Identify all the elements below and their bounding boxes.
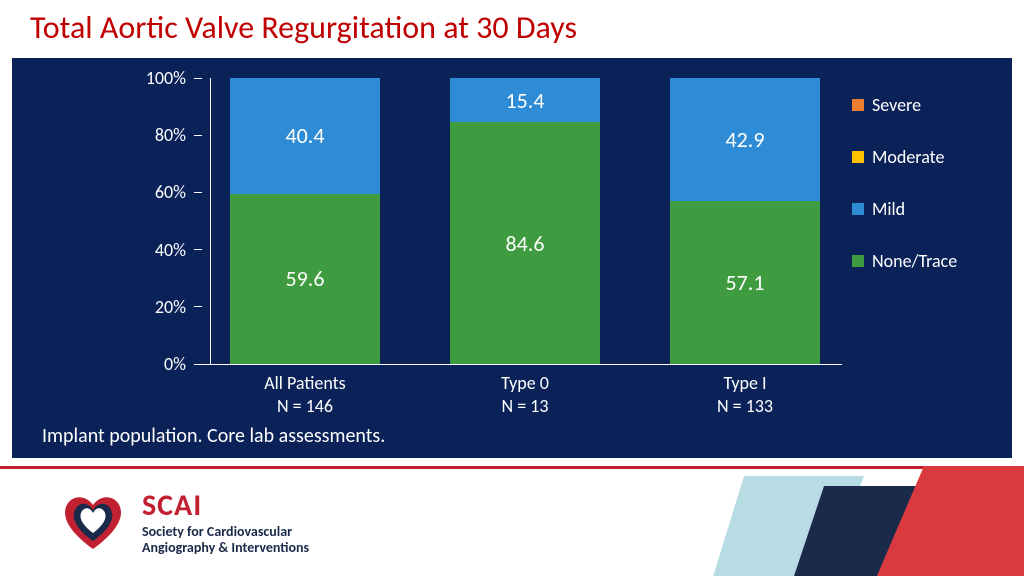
scai-heart-icon [58, 491, 128, 553]
y-tick: 100% [146, 67, 202, 89]
footer: SCAI Society for Cardiovascular Angiogra… [0, 466, 1024, 576]
y-tick-label: 100% [146, 67, 186, 89]
bars-area: 59.640.4 84.615.4 57.142.9 [210, 78, 830, 364]
y-tick-mark [194, 135, 202, 136]
corner-graphic [704, 466, 1024, 576]
legend-label: Severe [872, 94, 921, 116]
legend-swatch [852, 255, 864, 267]
y-tick: 80% [155, 124, 202, 146]
legend-swatch [852, 151, 864, 163]
legend-item-severe: Severe [852, 94, 957, 116]
slide-root: Total Aortic Valve Regurgitation at 30 D… [0, 0, 1024, 576]
x-axis-line [202, 364, 842, 365]
logo-sub-1: Society for Cardiovascular [142, 524, 309, 540]
y-tick: 20% [155, 296, 202, 318]
legend-label: None/Trace [872, 250, 957, 272]
logo-text: SCAI Society for Cardiovascular Angiogra… [142, 487, 309, 556]
y-tick-mark [194, 192, 202, 193]
logo-sub-2: Angiography & Interventions [142, 540, 309, 556]
x-label: Type 0N = 13 [450, 372, 600, 419]
y-tick-mark [194, 249, 202, 250]
y-tick-mark [194, 364, 202, 365]
y-tick-label: 60% [155, 181, 186, 203]
bar-column: 59.640.4 [230, 78, 380, 364]
chart-footnote: Implant population. Core lab assessments… [42, 424, 385, 448]
bar-segment-mild: 40.4 [230, 78, 380, 194]
y-tick: 40% [155, 239, 202, 261]
legend-swatch [852, 203, 864, 215]
plot-area: 0%20%40%60%80%100% 59.640.484.615.457.14… [12, 58, 1012, 458]
y-tick: 0% [164, 353, 202, 375]
bar-segment-mild: 42.9 [670, 78, 820, 201]
x-label: All PatientsN = 146 [230, 372, 380, 419]
chart-panel: 0%20%40%60%80%100% 59.640.484.615.457.14… [12, 58, 1012, 458]
y-axis: 0%20%40%60%80%100% [112, 78, 202, 364]
logo-block: SCAI Society for Cardiovascular Angiogra… [58, 487, 309, 556]
y-tick-mark [194, 78, 202, 79]
legend-item-none_trace: None/Trace [852, 250, 957, 272]
bar-segment-none_trace: 59.6 [230, 194, 380, 364]
legend-label: Moderate [872, 146, 944, 168]
legend-item-mild: Mild [852, 198, 957, 220]
legend: Severe Moderate Mild None/Trace [852, 94, 957, 302]
slide-title: Total Aortic Valve Regurgitation at 30 D… [30, 8, 577, 47]
bar-column: 57.142.9 [670, 78, 820, 364]
logo-acronym: SCAI [142, 487, 309, 524]
y-tick: 60% [155, 181, 202, 203]
bar-segment-mild: 15.4 [450, 78, 600, 122]
y-tick-mark [194, 306, 202, 307]
y-tick-label: 40% [155, 239, 186, 261]
y-tick-label: 20% [155, 296, 186, 318]
legend-item-moderate: Moderate [852, 146, 957, 168]
legend-swatch [852, 99, 864, 111]
bar-segment-none_trace: 84.6 [450, 122, 600, 364]
x-label: Type IN = 133 [670, 372, 820, 419]
bar-segment-none_trace: 57.1 [670, 201, 820, 364]
bar-column: 84.615.4 [450, 78, 600, 364]
y-tick-label: 80% [155, 124, 186, 146]
legend-label: Mild [872, 198, 905, 220]
y-tick-label: 0% [164, 353, 186, 375]
